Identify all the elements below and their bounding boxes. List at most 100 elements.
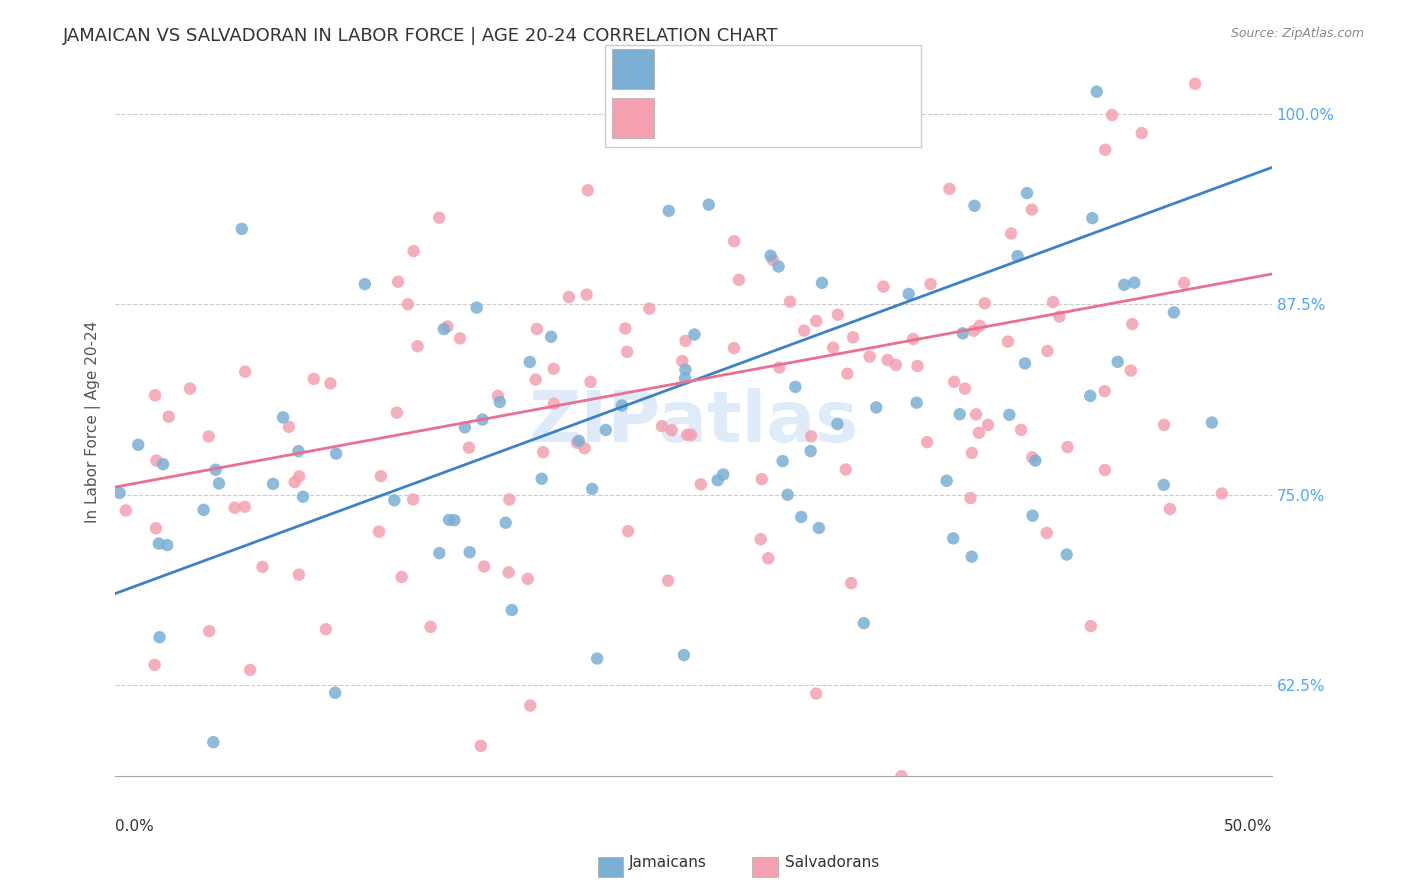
Point — [262, 476, 284, 491]
Point — [842, 330, 865, 344]
Point — [530, 472, 553, 486]
Text: Salvadorans: Salvadorans — [785, 855, 879, 870]
Point — [768, 360, 790, 375]
Point — [1119, 363, 1142, 377]
Point — [876, 353, 898, 368]
Point — [960, 549, 983, 564]
Point — [806, 314, 828, 328]
Point — [679, 427, 702, 442]
Point — [1163, 305, 1185, 319]
Point — [807, 521, 830, 535]
Point — [402, 492, 425, 507]
Point — [449, 331, 471, 345]
Point — [519, 698, 541, 713]
Point — [963, 324, 986, 338]
Point — [427, 546, 450, 560]
Point — [943, 375, 966, 389]
Y-axis label: In Labor Force | Age 20-24: In Labor Force | Age 20-24 — [86, 321, 101, 524]
Point — [288, 567, 311, 582]
Point — [486, 389, 509, 403]
Point — [1201, 416, 1223, 430]
Point — [284, 475, 307, 489]
Point — [1007, 249, 1029, 263]
Point — [651, 419, 673, 434]
Point — [204, 463, 226, 477]
Point — [617, 524, 640, 538]
Point — [998, 408, 1021, 422]
Text: 0.0%: 0.0% — [115, 819, 153, 834]
Point — [1021, 202, 1043, 217]
Point — [1042, 295, 1064, 310]
Point — [711, 467, 734, 482]
Point — [498, 566, 520, 580]
Point — [728, 273, 751, 287]
Point — [790, 510, 813, 524]
Point — [1114, 277, 1136, 292]
Point — [575, 287, 598, 301]
Point — [470, 739, 492, 753]
Point — [673, 362, 696, 376]
Point — [1184, 77, 1206, 91]
Point — [960, 446, 983, 460]
Point — [1036, 344, 1059, 359]
Point — [800, 444, 823, 458]
Point — [977, 417, 1000, 432]
Point — [558, 290, 581, 304]
Point — [382, 493, 405, 508]
Point — [179, 382, 201, 396]
Point — [616, 344, 638, 359]
Point — [915, 435, 938, 450]
Point — [949, 407, 972, 421]
Point — [576, 183, 599, 197]
Point — [697, 197, 720, 211]
Point — [319, 376, 342, 391]
Point — [143, 388, 166, 402]
Point — [672, 648, 695, 662]
Point — [959, 491, 981, 505]
Point — [325, 447, 347, 461]
Point — [673, 371, 696, 385]
Point — [437, 513, 460, 527]
Text: R = 0.388: R = 0.388 — [665, 54, 748, 71]
Point — [676, 427, 699, 442]
Point — [1173, 276, 1195, 290]
Point — [531, 445, 554, 459]
Point — [406, 339, 429, 353]
Point — [800, 429, 823, 443]
Point — [231, 222, 253, 236]
Point — [837, 367, 859, 381]
Point — [1000, 227, 1022, 241]
Point — [1085, 85, 1108, 99]
Point — [574, 442, 596, 456]
Point — [568, 434, 591, 448]
Point — [675, 334, 697, 348]
Point — [683, 327, 706, 342]
Point — [1035, 525, 1057, 540]
Point — [471, 412, 494, 426]
Text: N =  82: N = 82 — [815, 54, 883, 71]
Point — [1081, 211, 1104, 226]
Text: 50.0%: 50.0% — [1223, 819, 1272, 834]
Point — [458, 545, 481, 559]
Point — [1130, 126, 1153, 140]
Point — [661, 423, 683, 437]
Point — [233, 500, 256, 514]
Point — [1056, 548, 1078, 562]
Point — [595, 423, 617, 437]
Point — [143, 657, 166, 672]
Point — [148, 630, 170, 644]
Point — [1123, 276, 1146, 290]
Point — [835, 462, 858, 476]
Point — [859, 350, 882, 364]
Text: N = 127: N = 127 — [815, 103, 890, 120]
Point — [396, 297, 419, 311]
Point — [969, 318, 991, 333]
Point — [391, 570, 413, 584]
Point — [436, 319, 458, 334]
Point — [884, 358, 907, 372]
Point — [287, 444, 309, 458]
Point — [488, 395, 510, 409]
Point — [839, 576, 862, 591]
Point — [198, 624, 221, 638]
Point — [1159, 502, 1181, 516]
